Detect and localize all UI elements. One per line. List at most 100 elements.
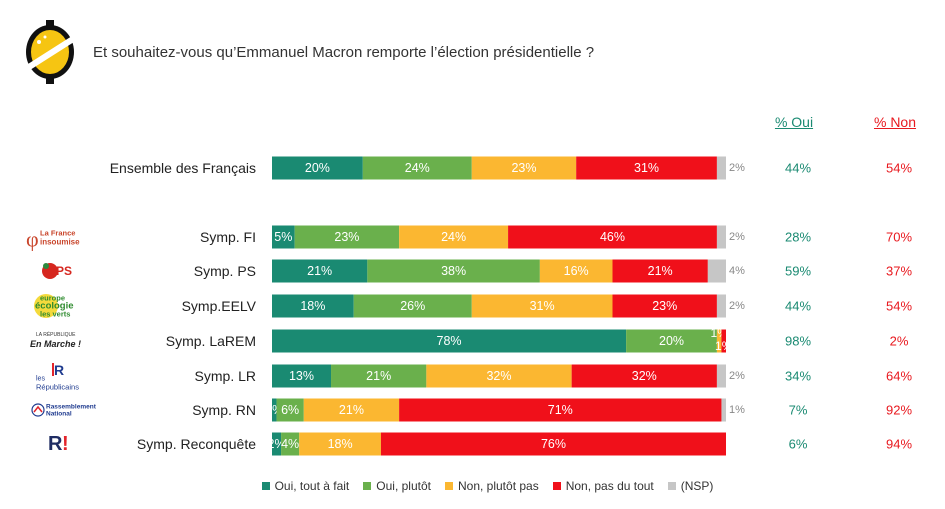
bar-segment <box>272 294 354 318</box>
bar-segment <box>303 398 400 422</box>
pct-non-value: 54% <box>886 161 912 176</box>
bar-value-label: 32% <box>632 369 657 383</box>
row-label: Symp. RN <box>192 402 256 418</box>
bar-segment <box>612 294 717 318</box>
pct-oui-value: 98% <box>785 334 811 349</box>
party-logo-part: PS <box>56 264 72 278</box>
bar-segment <box>299 432 381 456</box>
chart-legend: Oui, tout à fait Oui, plutôt Non, plutôt… <box>0 479 945 493</box>
bar-value-label: 16% <box>564 264 589 278</box>
bar-value-label: 31% <box>530 299 555 313</box>
bar-value-label: 26% <box>400 299 425 313</box>
legend-label: Oui, tout à fait <box>274 479 350 493</box>
bar-value-label: 78% <box>437 334 462 348</box>
brand-logo-icon <box>22 20 78 89</box>
bar-segment <box>471 294 613 318</box>
bar-value-label: 21% <box>366 369 391 383</box>
pct-oui-value: 34% <box>785 369 811 384</box>
row-label: Symp.EELV <box>182 298 257 314</box>
bar-segment <box>471 156 577 180</box>
bar-value-label: 31% <box>634 161 659 175</box>
row-label: Symp. FI <box>200 229 256 245</box>
bar-segment <box>276 398 304 422</box>
pct-non-value: 64% <box>886 369 912 384</box>
party-logo-2: PS <box>42 263 72 279</box>
legend-swatch <box>444 482 453 490</box>
nsp-label: 4% <box>729 265 745 277</box>
bar-segment <box>716 225 726 249</box>
bar-segment <box>294 225 400 249</box>
bar-segment <box>272 259 368 283</box>
party-logo-part: écologie <box>35 301 74 312</box>
nsp-label: 1% <box>729 404 745 416</box>
pct-non-value: 2% <box>890 334 909 349</box>
bar-value-label: 76% <box>541 437 566 451</box>
stacked-bar-chart: Ensemble des Français 20% 24% 23% 31% 2% 44% 54… <box>26 156 912 456</box>
party-logo-part: Rassemblement <box>46 404 97 411</box>
bar-segment <box>721 329 726 353</box>
column-header-oui: % Oui <box>774 114 814 130</box>
party-logo-part: insoumise <box>40 238 80 247</box>
pct-non-value: 70% <box>886 230 912 245</box>
party-logo-part: R <box>48 433 63 455</box>
bar-value-label: 38% <box>441 264 466 278</box>
legend-swatch <box>667 482 676 490</box>
bar-value-label: 21% <box>648 264 673 278</box>
row-label: Ensemble des Français <box>110 160 256 176</box>
bar-value-label: 18% <box>300 299 325 313</box>
row-label: Symp. PS <box>194 263 256 279</box>
bar-segment <box>399 225 509 249</box>
bar-segment <box>716 156 726 180</box>
party-logo-7: R! <box>48 433 69 455</box>
bar-value-label: 20% <box>305 161 330 175</box>
bar-segment <box>281 432 300 456</box>
bar-segment <box>576 156 717 180</box>
party-logo-part: R <box>54 362 64 378</box>
bar-segment <box>539 259 613 283</box>
bar-segment <box>272 156 363 180</box>
party-logo-part: φ <box>26 227 39 252</box>
party-logo-part <box>34 294 58 318</box>
bar-segment <box>399 398 722 422</box>
pct-oui-value: 44% <box>785 299 811 314</box>
legend-item-nsp: (NSP) <box>667 479 714 493</box>
bar-segment <box>707 259 726 283</box>
bar-value-label: 21% <box>339 403 364 417</box>
bar-segment <box>331 364 427 388</box>
column-header-non: % Non <box>873 114 917 130</box>
legend-label: Non, pas du tout <box>565 479 654 493</box>
bar-value-label: 23% <box>334 230 359 244</box>
bar-segment <box>571 364 717 388</box>
bar-value-label: 20% <box>659 334 684 348</box>
bar-segment <box>272 225 295 249</box>
legend-item-oui-plutot: Oui, plutôt <box>363 479 431 493</box>
row-label: Symp. Reconquête <box>137 436 256 452</box>
bar-segment <box>353 294 472 318</box>
pct-non-value: 94% <box>886 437 912 452</box>
nsp-label: 2% <box>729 162 745 174</box>
legend-item-non-pas-du-tout: Non, pas du tout <box>552 479 654 493</box>
party-logo-part: En Marche ! <box>30 339 81 349</box>
party-logo-part <box>31 403 45 417</box>
party-logo-part: National <box>46 411 72 418</box>
nsp-label: 2% <box>729 300 745 312</box>
bar-segment <box>716 294 726 318</box>
legend-label: (NSP) <box>680 479 714 493</box>
row-label: Symp. LR <box>195 368 256 384</box>
bar-value-label: 23% <box>652 299 677 313</box>
bar-segment <box>272 398 277 422</box>
legend-swatch <box>261 482 270 490</box>
bar-segment <box>612 259 708 283</box>
legend-label: Non, plutôt pas <box>457 479 539 493</box>
bar-segment <box>272 364 332 388</box>
bar-value-label: 13% <box>289 369 314 383</box>
bar-segment <box>367 259 540 283</box>
party-logo-part: les <box>36 376 45 383</box>
bar-segment <box>426 364 572 388</box>
party-logo-part <box>43 263 49 269</box>
bar-value-label: 5% <box>274 230 292 244</box>
party-logo-part: Républicains <box>36 383 79 392</box>
party-logo-part <box>33 405 43 413</box>
nsp-label: 2% <box>729 231 745 243</box>
